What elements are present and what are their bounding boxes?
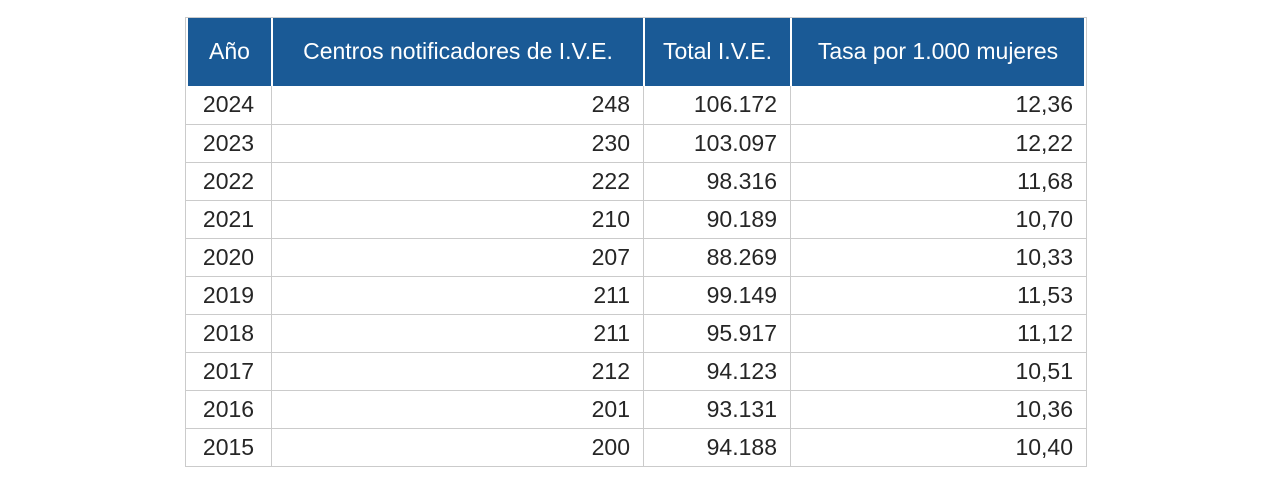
table-row: 2021 210 90.189 10,70 <box>186 199 1086 238</box>
table-row: 2022 222 98.316 11,68 <box>186 161 1086 200</box>
table-cell: 10,33 <box>790 237 1086 276</box>
table-cell: 106.172 <box>643 85 790 124</box>
table-cell: 2018 <box>186 313 271 352</box>
table-cell: 88.269 <box>643 237 790 276</box>
table-cell: 93.131 <box>643 389 790 428</box>
table-body: 2024 248 106.172 12,36 2023 230 103.097 12,22 20… <box>186 85 1086 466</box>
table-cell: 2020 <box>186 237 271 276</box>
table-cell: 248 <box>271 85 643 124</box>
ive-data-table: Año Centros notificadores de I.V.E. Total … <box>186 18 1086 466</box>
table-cell: 11,12 <box>790 313 1086 352</box>
table-header: Año Centros notificadores de I.V.E. Total … <box>186 18 1086 86</box>
table-row: 2015 200 94.188 10,40 <box>186 427 1086 466</box>
table-cell: 2024 <box>186 85 271 124</box>
column-header: Total I.V.E. <box>643 18 790 86</box>
table-cell: 10,70 <box>790 199 1086 238</box>
table-cell: 103.097 <box>643 123 790 162</box>
column-header: Año <box>186 18 271 86</box>
table-cell: 207 <box>271 237 643 276</box>
table-row: 2024 248 106.172 12,36 <box>186 85 1086 124</box>
table-cell: 98.316 <box>643 161 790 200</box>
table-cell: 200 <box>271 427 643 466</box>
table-cell: 95.917 <box>643 313 790 352</box>
table-cell: 211 <box>271 313 643 352</box>
table-row: 2019 211 99.149 11,53 <box>186 275 1086 314</box>
column-header: Tasa por 1.000 mujeres <box>790 18 1086 86</box>
table-row: 2023 230 103.097 12,22 <box>186 123 1086 162</box>
table-cell: 99.149 <box>643 275 790 314</box>
table-cell: 94.188 <box>643 427 790 466</box>
table-cell: 94.123 <box>643 351 790 390</box>
table-row: 2017 212 94.123 10,51 <box>186 351 1086 390</box>
table-cell: 2016 <box>186 389 271 428</box>
table-cell: 12,36 <box>790 85 1086 124</box>
table-header-row: Año Centros notificadores de I.V.E. Total … <box>186 18 1086 86</box>
table-cell: 10,40 <box>790 427 1086 466</box>
table-cell: 2015 <box>186 427 271 466</box>
table-cell: 90.189 <box>643 199 790 238</box>
column-header: Centros notificadores de I.V.E. <box>271 18 643 86</box>
table-cell: 2017 <box>186 351 271 390</box>
table-cell: 230 <box>271 123 643 162</box>
table-cell: 11,53 <box>790 275 1086 314</box>
ive-table-container: Año Centros notificadores de I.V.E. Total … <box>185 17 1087 467</box>
table-cell: 2019 <box>186 275 271 314</box>
table-cell: 10,51 <box>790 351 1086 390</box>
table-row: 2020 207 88.269 10,33 <box>186 237 1086 276</box>
table-row: 2016 201 93.131 10,36 <box>186 389 1086 428</box>
table-cell: 10,36 <box>790 389 1086 428</box>
table-cell: 12,22 <box>790 123 1086 162</box>
table-row: 2018 211 95.917 11,12 <box>186 313 1086 352</box>
table-cell: 211 <box>271 275 643 314</box>
table-cell: 212 <box>271 351 643 390</box>
table-cell: 2022 <box>186 161 271 200</box>
table-cell: 11,68 <box>790 161 1086 200</box>
table-cell: 201 <box>271 389 643 428</box>
table-cell: 2021 <box>186 199 271 238</box>
table-cell: 210 <box>271 199 643 238</box>
table-cell: 2023 <box>186 123 271 162</box>
table-cell: 222 <box>271 161 643 200</box>
